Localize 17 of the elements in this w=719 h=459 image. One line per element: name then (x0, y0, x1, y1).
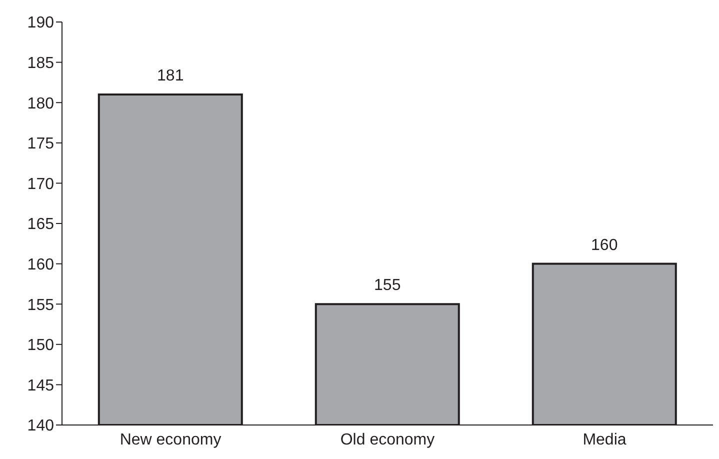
y-tick-label: 145 (27, 377, 54, 394)
y-tick-label: 150 (27, 337, 54, 354)
y-tick-label: 185 (27, 54, 54, 72)
data-label: 155 (374, 277, 401, 294)
y-tick-label: 155 (27, 296, 54, 314)
y-tick-label: 160 (27, 256, 54, 274)
y-tick-label: 170 (27, 176, 54, 193)
data-label: 181 (157, 68, 184, 85)
x-tick-label: Media (582, 431, 626, 448)
y-tick-label: 140 (27, 418, 54, 435)
y-tick-label: 175 (27, 136, 54, 153)
data-label: 160 (591, 236, 618, 254)
x-tick-label: Old economy (340, 431, 435, 448)
y-tick-label: 190 (27, 14, 54, 32)
y-tick-label: 165 (27, 216, 54, 234)
x-tick-label: New economy (120, 431, 222, 448)
y-tick-label: 180 (27, 95, 54, 112)
